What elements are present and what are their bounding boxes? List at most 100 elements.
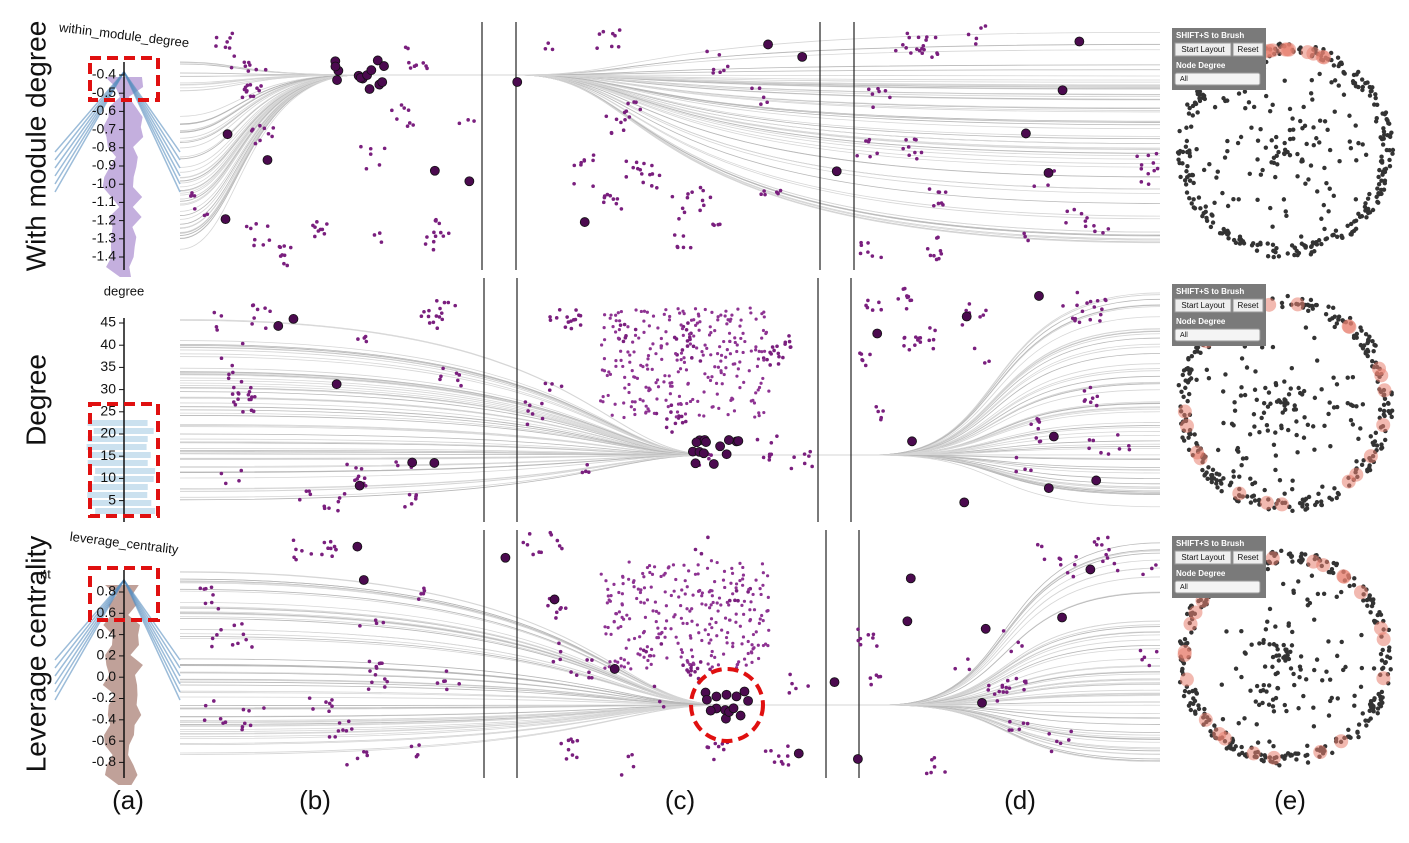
layout-node xyxy=(1196,195,1202,200)
node xyxy=(616,44,621,49)
layout-node xyxy=(1345,223,1350,229)
select[interactable] xyxy=(1174,328,1261,342)
node xyxy=(603,625,607,629)
layout-node xyxy=(1307,600,1313,606)
layout-node xyxy=(1206,376,1212,381)
button[interactable] xyxy=(1232,550,1264,565)
button[interactable] xyxy=(1174,42,1232,57)
node xyxy=(708,195,713,200)
axis-tick-label: 30 xyxy=(100,380,116,396)
node xyxy=(931,337,936,342)
layout-node xyxy=(1355,729,1360,735)
node xyxy=(690,655,695,659)
axis-tick-label: -1.2 xyxy=(92,211,116,227)
node xyxy=(669,627,673,631)
link-curve xyxy=(179,74,1161,225)
node xyxy=(691,397,695,402)
node xyxy=(227,372,231,377)
axis-tick-label: 20 xyxy=(100,425,116,441)
layout-node xyxy=(1242,716,1247,721)
layout-node xyxy=(1187,150,1192,155)
node xyxy=(875,644,879,648)
node xyxy=(941,203,945,207)
node xyxy=(403,505,407,509)
node xyxy=(575,738,580,743)
layout-node xyxy=(1374,443,1380,448)
layout-node xyxy=(1252,480,1258,485)
node xyxy=(237,478,241,483)
node xyxy=(439,374,443,379)
layout-node xyxy=(1301,388,1307,394)
layout-node xyxy=(1356,140,1361,146)
node xyxy=(634,160,639,165)
layout-node xyxy=(1270,654,1276,660)
node xyxy=(696,563,700,567)
node xyxy=(866,250,870,254)
node xyxy=(611,197,616,201)
button[interactable] xyxy=(1174,550,1232,565)
select[interactable] xyxy=(1174,580,1261,594)
layout-node xyxy=(1374,102,1380,107)
select[interactable] xyxy=(1174,72,1261,86)
layout-node xyxy=(1330,305,1336,311)
layout-node xyxy=(1360,84,1366,90)
node xyxy=(876,409,880,414)
node xyxy=(438,230,443,235)
axis-label: degree xyxy=(104,283,144,298)
node xyxy=(455,378,460,383)
node xyxy=(762,349,767,353)
node xyxy=(659,336,663,341)
layout-node xyxy=(1286,623,1291,628)
node xyxy=(292,555,296,560)
highlight-node xyxy=(1376,417,1391,432)
node xyxy=(877,300,881,305)
selected-node xyxy=(763,39,773,50)
node xyxy=(631,340,635,344)
node xyxy=(664,398,668,402)
node xyxy=(724,366,728,370)
layout-node xyxy=(1383,437,1388,443)
node xyxy=(786,763,791,767)
node xyxy=(932,203,936,208)
node xyxy=(263,306,267,310)
node xyxy=(327,735,332,739)
node xyxy=(623,117,627,122)
node xyxy=(472,119,476,123)
button[interactable] xyxy=(1232,298,1264,313)
node xyxy=(794,686,798,691)
node xyxy=(604,114,609,119)
node xyxy=(609,44,614,49)
node xyxy=(633,333,638,337)
button[interactable] xyxy=(1232,42,1264,57)
button[interactable] xyxy=(1174,298,1232,313)
box-mark xyxy=(87,436,148,442)
node xyxy=(626,350,630,354)
node xyxy=(678,311,682,315)
node xyxy=(687,332,692,336)
node xyxy=(374,664,379,669)
node xyxy=(676,641,680,645)
node xyxy=(718,345,722,349)
layout-node xyxy=(1179,641,1184,646)
layout-node xyxy=(1331,375,1336,380)
highlight-node xyxy=(1177,404,1192,419)
node xyxy=(762,189,766,193)
node xyxy=(608,660,612,664)
node xyxy=(539,550,543,555)
layout-node xyxy=(1184,169,1189,174)
node xyxy=(683,592,687,596)
layout-node xyxy=(1290,508,1295,514)
layout-node xyxy=(1364,215,1369,220)
layout-node xyxy=(1267,108,1273,114)
node xyxy=(580,470,585,475)
layout-node xyxy=(1335,490,1341,496)
node xyxy=(253,141,258,146)
layout-node xyxy=(1372,342,1377,348)
node xyxy=(721,747,726,752)
node xyxy=(656,636,661,640)
node xyxy=(563,325,568,329)
node xyxy=(1104,552,1108,557)
node xyxy=(662,312,666,316)
layout-node xyxy=(1319,241,1324,247)
node xyxy=(686,192,690,196)
